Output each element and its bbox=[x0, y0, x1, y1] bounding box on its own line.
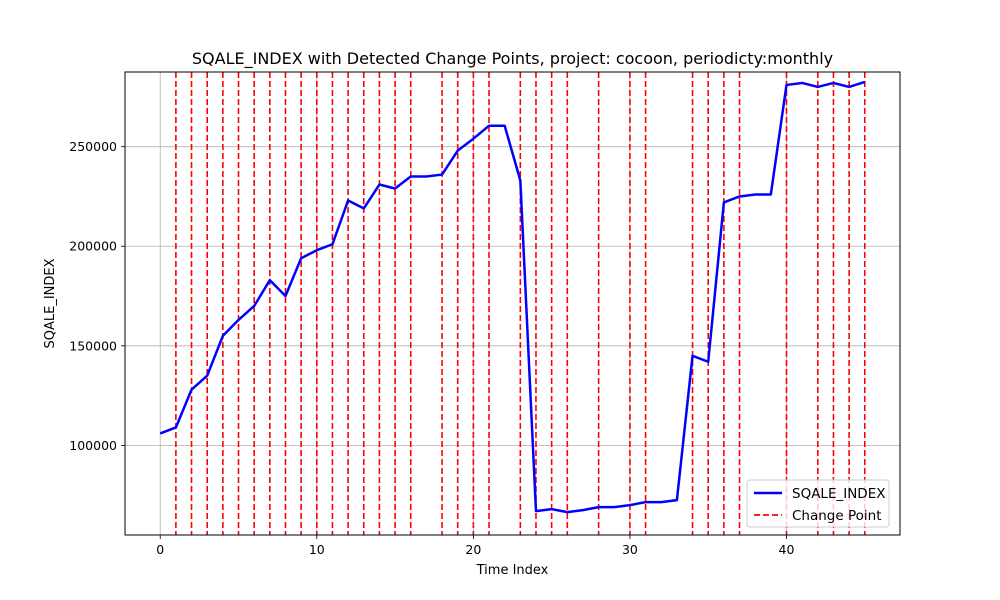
y-axis-label: SQALE_INDEX bbox=[43, 258, 58, 348]
y-tick-label: 150000 bbox=[69, 338, 117, 353]
x-tick-label: 30 bbox=[622, 542, 638, 557]
x-tick-label: 20 bbox=[465, 542, 481, 557]
y-tick-label: 200000 bbox=[69, 239, 117, 254]
legend: SQALE_INDEX Change Point bbox=[746, 479, 890, 528]
plot-frame bbox=[124, 71, 901, 536]
change-point-lines bbox=[175, 72, 866, 535]
legend-box bbox=[746, 479, 890, 528]
x-tick-label: 0 bbox=[156, 542, 164, 557]
legend-label-change-point: Change Point bbox=[792, 508, 882, 524]
x-axis-label: Time Index bbox=[476, 563, 549, 578]
series-layer bbox=[159, 80, 866, 514]
x-tick-label: 40 bbox=[779, 542, 795, 557]
x-tick-label: 10 bbox=[309, 542, 325, 557]
y-tick-label: 250000 bbox=[69, 139, 117, 154]
series-line-sqale-index bbox=[159, 80, 866, 514]
y-tick-label: 100000 bbox=[69, 438, 117, 453]
legend-label-sqale-index: SQALE_INDEX bbox=[792, 486, 886, 502]
axis-ticks: 0 10 20 30 40 100000 150000 200000 250000 bbox=[69, 139, 794, 557]
chart-title: SQALE_INDEX with Detected Change Points,… bbox=[192, 49, 833, 69]
